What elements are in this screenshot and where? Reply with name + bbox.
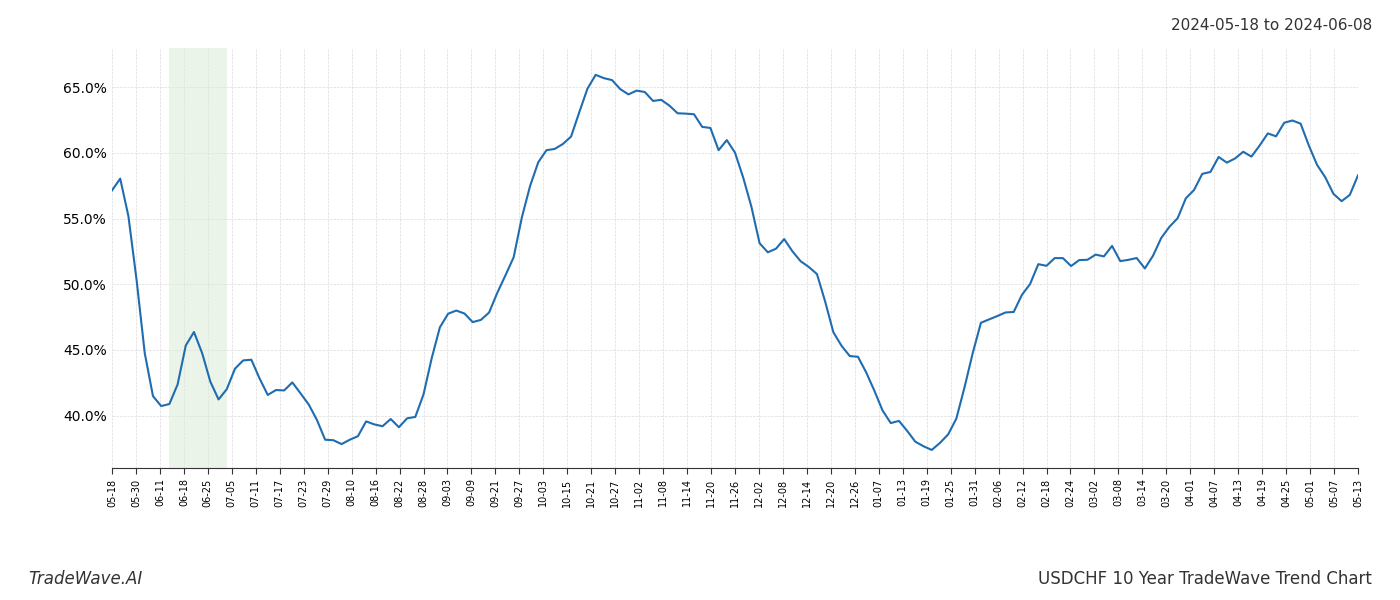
Text: 2024-05-18 to 2024-06-08: 2024-05-18 to 2024-06-08 — [1170, 18, 1372, 33]
Text: USDCHF 10 Year TradeWave Trend Chart: USDCHF 10 Year TradeWave Trend Chart — [1039, 570, 1372, 588]
Text: TradeWave.AI: TradeWave.AI — [28, 570, 143, 588]
Bar — [169, 48, 227, 468]
